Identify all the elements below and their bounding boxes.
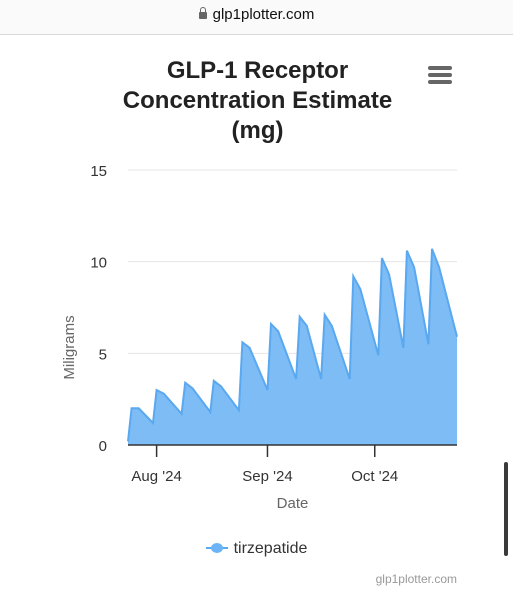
chart-title-line: GLP-1 Receptor bbox=[166, 57, 349, 84]
y-tick-label: 5 bbox=[99, 346, 107, 363]
x-tick-label: Sep '24 bbox=[242, 468, 292, 485]
legend-item-tirzepatide[interactable]: tirzepatide bbox=[0, 540, 513, 558]
series-area-tirzepatide bbox=[128, 248, 457, 445]
legend-label: tirzepatide bbox=[233, 540, 308, 557]
y-axis-title: Miligrams bbox=[61, 315, 78, 379]
x-axis-title: Date bbox=[277, 495, 309, 512]
area-series-icon bbox=[205, 542, 228, 554]
lock-icon bbox=[198, 7, 207, 19]
y-tick-label: 15 bbox=[90, 163, 107, 180]
y-tick-label: 0 bbox=[99, 438, 107, 455]
y-tick-label: 10 bbox=[90, 255, 107, 272]
chart-title-line: Concentration Estimate bbox=[122, 87, 393, 114]
browser-address-bar[interactable]: glp1plotter.com bbox=[0, 0, 513, 35]
url-text: glp1plotter.com bbox=[212, 6, 315, 23]
hamburger-menu-icon[interactable] bbox=[428, 66, 452, 84]
x-tick-label: Aug '24 bbox=[131, 468, 181, 485]
chart-credit[interactable]: glp1plotter.com bbox=[375, 572, 457, 586]
x-tick-label: Oct '24 bbox=[351, 468, 398, 485]
series-line-tirzepatide bbox=[127, 248, 458, 442]
scrollbar[interactable] bbox=[504, 462, 508, 556]
chart-title-line: (mg) bbox=[231, 117, 284, 144]
chart-title: GLP-1 Receptor Concentration Estimate (m… bbox=[90, 56, 425, 146]
